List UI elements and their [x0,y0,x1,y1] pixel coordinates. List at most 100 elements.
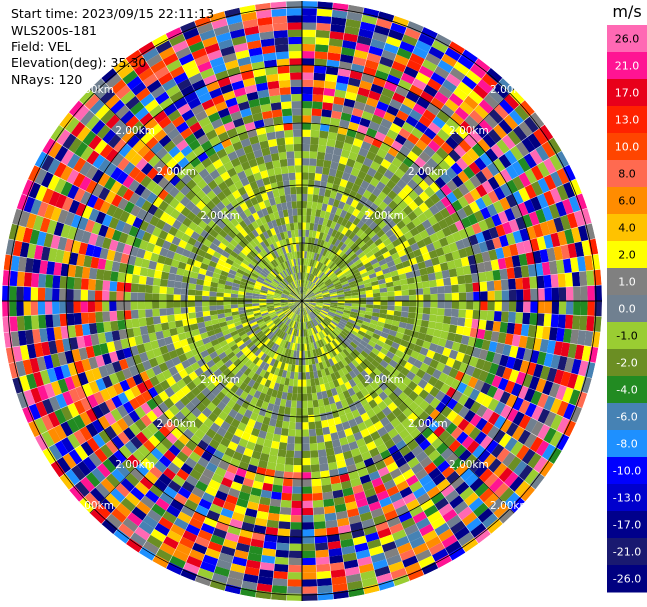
gate [355,549,371,560]
gate [285,318,291,325]
gate [308,313,313,321]
gate [273,30,288,39]
gate [365,343,374,352]
gate [34,342,44,358]
gate [396,372,406,382]
gate [445,489,460,503]
gate [205,325,214,332]
gate [197,529,213,542]
gate [192,173,203,185]
gate [224,447,236,458]
gate [345,323,353,330]
gate [359,361,368,370]
gate [147,204,159,216]
gate [282,306,290,311]
gate [261,445,271,455]
gate [354,491,366,501]
gate [95,503,111,519]
gate [344,566,360,577]
gate [302,72,314,80]
gate [299,308,301,316]
gate [245,292,253,296]
gate [416,353,426,363]
gate [290,259,295,267]
gate [145,276,154,286]
gate [299,308,302,316]
gate [145,368,156,379]
gate [125,95,140,110]
gate [309,312,315,319]
gate [238,330,247,337]
gate [380,347,389,356]
gate [509,497,525,513]
gate [16,193,29,211]
gate [267,372,274,381]
gate [136,501,151,515]
gate [251,142,262,152]
gate [253,203,262,212]
gate [267,290,275,294]
gate [116,301,124,311]
gate [80,146,94,161]
gate [308,321,313,329]
gate [333,445,343,455]
gate [69,485,85,502]
gate [536,313,545,326]
gate [85,408,98,423]
gate [232,282,240,288]
gate [209,229,219,238]
gate [273,250,280,258]
gate [321,109,332,118]
gate [474,338,484,349]
gate [168,404,180,416]
gate [175,320,184,328]
gate [295,415,302,423]
gate [280,94,292,103]
gate [213,368,223,378]
gate [330,569,346,578]
gate [117,197,129,211]
gate [209,310,218,316]
gate [86,394,99,408]
gate [126,75,143,91]
gate [275,419,283,428]
gate [145,452,159,466]
gate [278,521,291,530]
gate [256,318,264,324]
gate [106,385,118,399]
gate [280,315,287,322]
gate [197,134,209,146]
gate [328,547,343,557]
gate [275,375,282,384]
gate [302,301,305,308]
gate [71,348,82,362]
gate [560,342,571,357]
gate [240,364,249,374]
gate [110,408,123,422]
gate [272,578,288,587]
gate [223,262,232,269]
gate [520,324,530,337]
gate [504,380,516,394]
gate [337,360,345,369]
gate [493,280,502,291]
gate [145,349,156,360]
gate [220,420,231,431]
gate [348,370,357,379]
gate [342,314,350,319]
gate [196,316,205,324]
gate [238,307,246,312]
gate [279,314,287,321]
gate [188,251,198,260]
gate [252,305,260,309]
gate [452,402,464,415]
gate [380,432,392,444]
gate [317,585,333,594]
gate [256,583,273,593]
gate [224,246,233,255]
gate [79,176,92,191]
gate [132,449,146,463]
gate [243,167,254,177]
gate [263,475,275,485]
gate [91,169,105,184]
